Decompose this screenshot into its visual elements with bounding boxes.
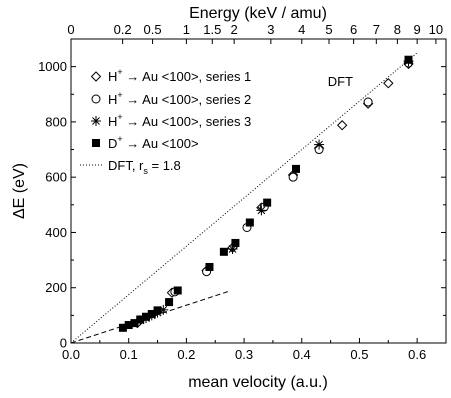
legend-marker-star [91, 116, 101, 126]
top-tick-label: 8 [394, 22, 401, 37]
top-tick-label: 5 [325, 22, 332, 37]
x-axis-label: mean velocity (a.u.) [188, 374, 328, 391]
point-series-2 [363, 97, 373, 107]
legend-marker-circle [91, 94, 101, 104]
legend-label-series-2: H+ → Au <100>, series 2 [108, 90, 251, 107]
point-series-3 [256, 205, 267, 216]
point-deuterium [130, 319, 139, 328]
point-deuterium [142, 312, 150, 321]
legend-label-dft: DFT, rs = 1.8 [108, 158, 181, 176]
point-deuterium [118, 323, 127, 332]
x-tick-label: 0.1 [120, 347, 138, 362]
point-deuterium [205, 263, 214, 271]
legend-label-series-1: H+ → Au <100>, series 1 [108, 67, 251, 84]
point-deuterium [136, 315, 145, 324]
markers-layer [118, 55, 414, 332]
legend-item-dft-line: DFT, rs = 1.8 [80, 158, 181, 176]
legend-marker-diamond [90, 71, 102, 82]
top-tick-label: 0.2 [114, 22, 132, 37]
point-deuterium [153, 306, 162, 315]
point-deuterium [404, 55, 413, 64]
top-tick-label: 4 [298, 22, 305, 37]
top-tick-label: 3 [267, 22, 274, 37]
legend-item-series-2: H+ → Au <100>, series 2 [91, 90, 251, 107]
point-deuterium [263, 198, 272, 207]
y-axis-label: ΔE (eV) [11, 163, 28, 219]
top-tick-label: 7 [373, 22, 380, 37]
top-tick-label: 2 [231, 22, 238, 37]
top-tick-label: 6 [350, 22, 357, 37]
y-tick-label: 200 [45, 280, 67, 295]
legend-marker-square [92, 139, 100, 147]
top-tick-label: 0 [67, 22, 74, 37]
point-deuterium [173, 286, 182, 295]
legend: H+ → Au <100>, series 1 H+ → Au <100>, s… [80, 67, 251, 176]
y-tick-label: 800 [45, 114, 67, 129]
legend-item-series-1: H+ → Au <100>, series 1 [90, 67, 251, 84]
top-tick-label: 10 [429, 22, 443, 37]
legend-label-series-3: H+ → Au <100>, series 3 [108, 112, 251, 129]
point-deuterium [292, 164, 300, 173]
legend-label-deuterium: D+ → Au <100> [108, 134, 199, 151]
x-tick-label: 0.6 [408, 347, 426, 362]
x-tick-label: 0.0 [62, 347, 80, 362]
point-deuterium [124, 321, 133, 330]
x-tick-label: 0.5 [350, 347, 368, 362]
dft-dotted-line [70, 52, 418, 344]
top-axis-label: Energy (keV / amu) [189, 5, 327, 22]
legend-item-deuterium: D+ → Au <100> [92, 134, 199, 151]
point-series-1 [336, 120, 348, 131]
dft-annotation: DFT [328, 74, 353, 89]
x-tick-label: 0.2 [177, 347, 195, 362]
y-tick-label: 600 [45, 170, 67, 185]
point-deuterium [165, 298, 174, 307]
top-tick-label: 1.5 [203, 22, 221, 37]
top-tick-label: 9 [414, 22, 421, 37]
point-series-2 [288, 172, 298, 182]
point-deuterium [147, 309, 156, 318]
y-tick-label: 0 [60, 336, 67, 351]
point-series-3 [314, 139, 325, 150]
y-tick-label: 1000 [38, 59, 67, 74]
top-tick-label: 0.5 [144, 22, 162, 37]
x-tick-label: 0.4 [293, 347, 311, 362]
top-tick-label: 1 [183, 22, 190, 37]
x-tick-label: 0.3 [235, 347, 253, 362]
point-series-1 [383, 78, 394, 89]
point-deuterium [219, 247, 228, 256]
ticks-layer: 0.0 0.1 0.2 0.3 0.4 0.5 0.6 0 200 400 600 800 1000 0 0… [38, 22, 447, 362]
point-deuterium [231, 238, 240, 247]
plot-frame [70, 38, 447, 344]
legend-item-series-3: H+ → Au <100>, series 3 [91, 112, 251, 129]
point-deuterium [245, 218, 254, 227]
y-tick-label: 400 [45, 225, 67, 240]
